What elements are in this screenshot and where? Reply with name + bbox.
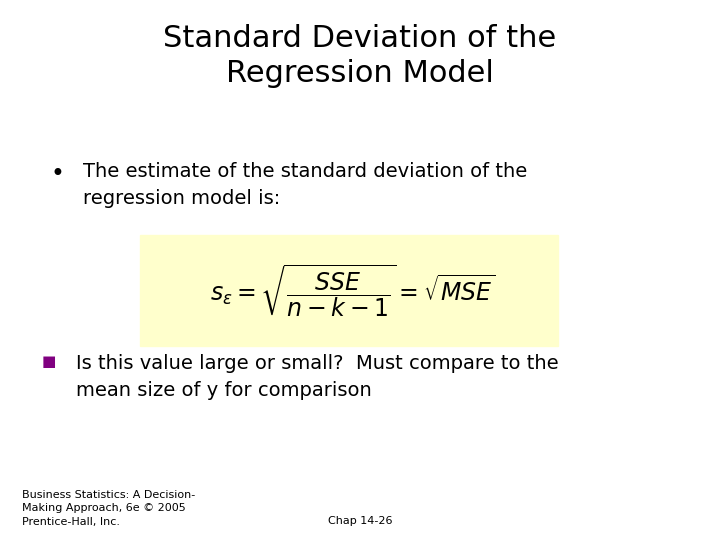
Text: Chap 14-26: Chap 14-26 — [328, 516, 392, 526]
Text: The estimate of the standard deviation of the
regression model is:: The estimate of the standard deviation o… — [83, 162, 527, 208]
Text: Business Statistics: A Decision-
Making Approach, 6e © 2005
Prentice-Hall, Inc.: Business Statistics: A Decision- Making … — [22, 490, 195, 526]
Text: •: • — [50, 162, 65, 186]
Text: ■: ■ — [42, 354, 56, 369]
FancyBboxPatch shape — [140, 235, 558, 346]
Text: Standard Deviation of the
Regression Model: Standard Deviation of the Regression Mod… — [163, 24, 557, 88]
Text: $s_{\varepsilon} = \sqrt{\dfrac{SSE}{n-k-1}} = \sqrt{MSE}$: $s_{\varepsilon} = \sqrt{\dfrac{SSE}{n-k… — [210, 263, 495, 320]
Text: Is this value large or small?  Must compare to the
mean size of y for comparison: Is this value large or small? Must compa… — [76, 354, 558, 400]
